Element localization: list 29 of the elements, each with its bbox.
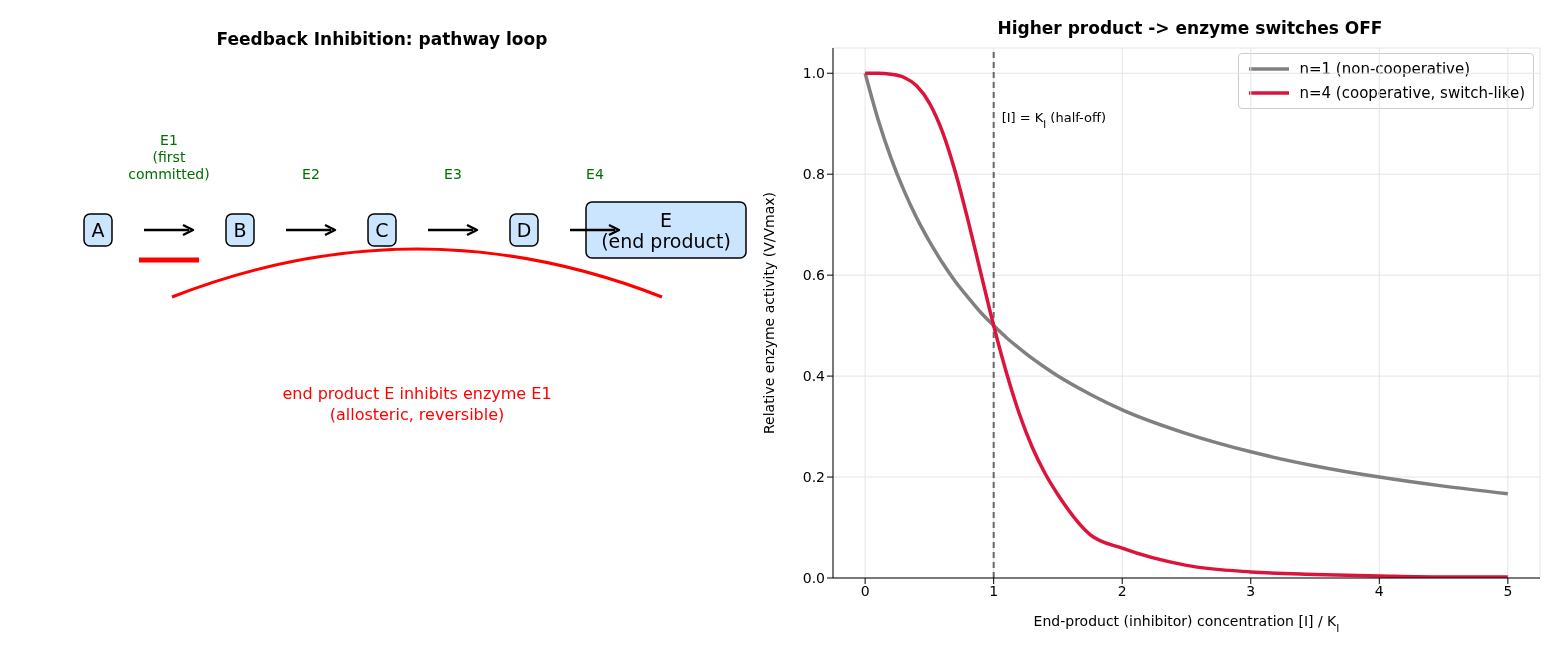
- category-label: E (end product): [601, 209, 731, 252]
- x-tick-label: 4: [1374, 582, 1384, 599]
- text: E4: [586, 166, 604, 182]
- text: E3: [444, 166, 462, 182]
- text: E1 (first committed): [128, 132, 210, 182]
- y-tick-label: 0.6: [802, 267, 826, 284]
- chart-title: Higher product -> enzyme switches OFF: [996, 18, 1384, 40]
- category-label: B: [233, 219, 247, 241]
- text: E2: [302, 166, 320, 182]
- category-label: C: [375, 219, 389, 241]
- x-tick-label: 5: [1503, 582, 1513, 599]
- x-tick-label: 1: [989, 582, 999, 599]
- x-tick-label: 2: [1117, 582, 1127, 599]
- x-axis-title: End-product (inhibitor) concentration [I] / K$_{I}$: [1033, 613, 1340, 634]
- text: end product E inhibits enzyme E1 (allosteric, reversible): [282, 384, 552, 424]
- legend-label: n=1 (non-cooperative): [1299, 59, 1471, 80]
- category-label: A: [91, 219, 105, 241]
- ref-line-label: [I] = K$_{I}$ (half-off): [1001, 110, 1107, 130]
- y-tick-label: 0.2: [802, 469, 825, 486]
- y-tick-label: 0.4: [802, 368, 826, 385]
- y-tick-label: 1.0: [802, 65, 825, 82]
- y-axis-title: Relative enzyme activity (V/Vmax): [761, 191, 777, 435]
- x-tick-label: 0: [860, 582, 870, 599]
- category-label: D: [516, 219, 532, 241]
- y-tick-label: 0.8: [802, 166, 825, 183]
- x-tick-label: 3: [1246, 582, 1256, 599]
- legend-label: n=4 (cooperative, switch-like): [1299, 83, 1525, 104]
- text: Feedback Inhibition: pathway loop: [216, 29, 548, 49]
- y-tick-label: 0.0: [802, 569, 825, 586]
